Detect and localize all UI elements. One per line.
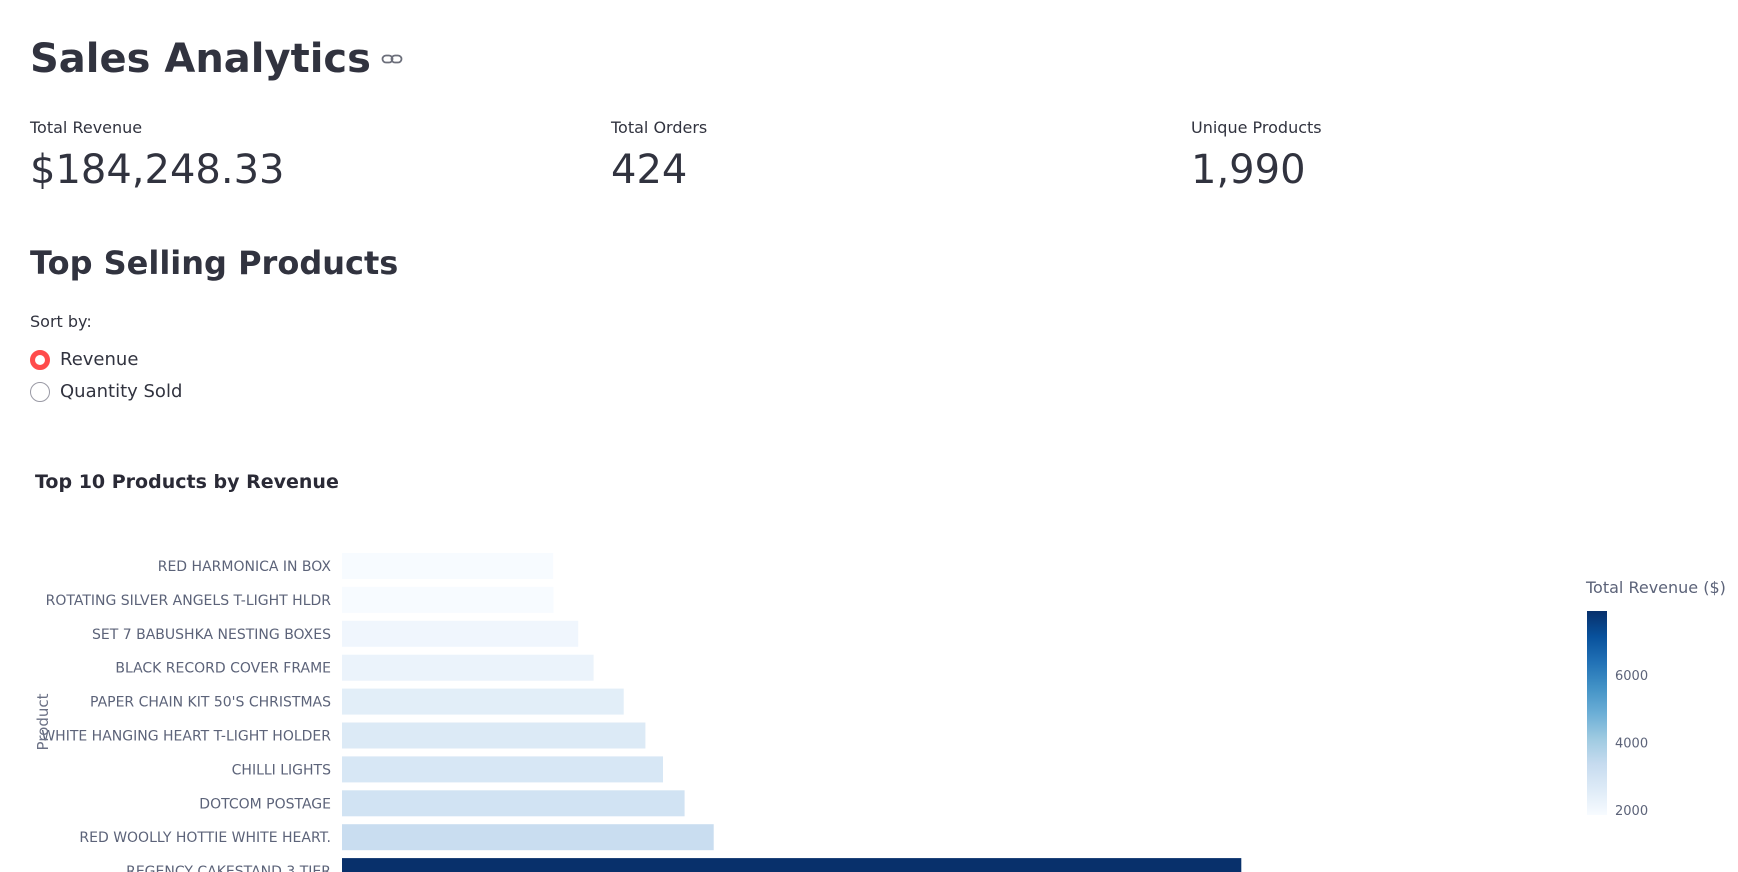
radio-selected-icon[interactable] bbox=[30, 349, 50, 370]
bar[interactable] bbox=[342, 620, 579, 647]
metric-value: $184,248.33 bbox=[30, 147, 285, 193]
metric-unique-products: Unique Products 1,990 bbox=[1191, 118, 1322, 193]
bar[interactable] bbox=[342, 756, 663, 783]
y-tick-label: REGENCY CAKESTAND 3 TIER bbox=[126, 864, 331, 872]
colorbar bbox=[1587, 611, 1607, 815]
y-tick-label: DOTCOM POSTAGE bbox=[199, 796, 331, 812]
y-tick-label: SET 7 BABUSHKA NESTING BOXES bbox=[92, 627, 331, 643]
y-tick-label: RED WOOLLY HOTTIE WHITE HEART. bbox=[79, 830, 331, 846]
colorbar-title: Total Revenue ($) bbox=[1585, 578, 1726, 597]
sort-option-label: Revenue bbox=[60, 349, 139, 370]
sort-option-quantity[interactable]: Quantity Sold bbox=[30, 381, 182, 402]
metric-total-orders: Total Orders 424 bbox=[611, 118, 707, 193]
y-tick-label: RED HARMONICA IN BOX bbox=[158, 559, 332, 575]
colorbar-tick-label: 4000 bbox=[1615, 737, 1648, 752]
metric-label: Total Revenue bbox=[30, 118, 143, 137]
metric-label: Unique Products bbox=[1191, 118, 1322, 137]
y-tick-label: CHILLI LIGHTS bbox=[232, 762, 331, 778]
link-icon[interactable] bbox=[381, 52, 403, 66]
colorbar-tick-label: 2000 bbox=[1615, 804, 1648, 819]
y-tick-label: WHITE HANGING HEART T-LIGHT HOLDER bbox=[41, 729, 331, 745]
bar[interactable] bbox=[342, 722, 646, 749]
colorbar-tick-label: 6000 bbox=[1615, 669, 1648, 684]
bar[interactable] bbox=[342, 553, 554, 579]
y-tick-label: ROTATING SILVER ANGELS T-LIGHT HLDR bbox=[46, 593, 332, 609]
bar[interactable] bbox=[342, 858, 1242, 872]
bar[interactable] bbox=[342, 688, 624, 715]
sort-option-label: Quantity Sold bbox=[60, 381, 183, 402]
bar[interactable] bbox=[342, 824, 714, 851]
bar[interactable] bbox=[342, 586, 554, 613]
metric-total-revenue: Total Revenue $184,248.33 bbox=[30, 118, 284, 193]
metric-label: Total Orders bbox=[611, 118, 708, 137]
bar[interactable] bbox=[342, 654, 594, 681]
metric-value: 424 bbox=[611, 147, 688, 193]
metric-value: 1,990 bbox=[1191, 147, 1306, 193]
section-title: Top Selling Products bbox=[30, 244, 399, 282]
y-tick-label: PAPER CHAIN KIT 50'S CHRISTMAS bbox=[90, 695, 331, 711]
radio-unselected-icon[interactable] bbox=[30, 381, 50, 402]
page-title-text: Sales Analytics bbox=[30, 36, 371, 82]
chart-title: Top 10 Products by Revenue bbox=[35, 471, 339, 493]
sort-label: Sort by: bbox=[30, 312, 92, 331]
sort-option-revenue[interactable]: Revenue bbox=[30, 349, 138, 370]
y-tick-label: BLACK RECORD COVER FRAME bbox=[115, 661, 331, 677]
y-axis-title: Product bbox=[34, 693, 52, 750]
bar[interactable] bbox=[342, 790, 685, 817]
page-title: Sales Analytics bbox=[30, 36, 403, 82]
